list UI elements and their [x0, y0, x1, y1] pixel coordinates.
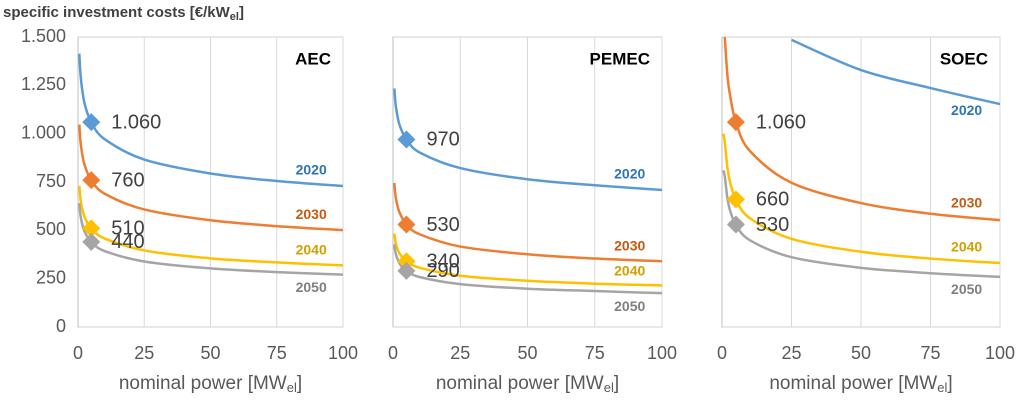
series-line — [78, 185, 343, 267]
x-axis-title-end: ] — [297, 373, 302, 394]
marker — [726, 190, 745, 209]
marker — [397, 130, 416, 149]
series-label: 2050 — [614, 298, 645, 314]
marker-label: 530 — [426, 214, 459, 236]
series-label: 2020 — [296, 161, 327, 177]
x-tick-label: 75 — [920, 343, 940, 363]
series-line — [78, 53, 343, 188]
marker-label: 510 — [111, 218, 144, 240]
marker — [397, 215, 416, 234]
marker — [726, 215, 745, 234]
y-tick-label: 250 — [36, 267, 66, 287]
marker-label: 1.060 — [756, 111, 806, 133]
x-axis-title-text: nominal power [MW — [769, 373, 937, 394]
x-tick-label: 25 — [781, 343, 801, 363]
marker — [397, 252, 416, 271]
series-label: 2050 — [296, 279, 327, 295]
x-tick-label: 0 — [717, 343, 727, 363]
series-line — [393, 88, 662, 192]
title-text: specific investment costs [€/kW — [3, 4, 231, 21]
y-tick-label: 0 — [56, 316, 66, 336]
series-label: 2050 — [951, 281, 982, 297]
series-label: 2020 — [614, 165, 645, 181]
y-tick-label: 750 — [36, 171, 66, 191]
x-axis-title-text: nominal power [MW — [436, 373, 604, 394]
marker — [397, 261, 416, 280]
y-tick-label: 1.000 — [21, 122, 66, 142]
series-line — [722, 133, 1000, 265]
series-line — [723, 37, 1000, 222]
x-tick-label: 100 — [328, 343, 358, 363]
x-tick-label: 50 — [851, 343, 871, 363]
x-tick-label: 75 — [267, 343, 287, 363]
series-line — [78, 124, 343, 232]
series-label: 2040 — [296, 242, 327, 258]
series-label: 2040 — [614, 262, 645, 278]
x-axis-title-sub: el — [937, 380, 947, 395]
title-sub: el — [230, 11, 239, 23]
marker-label: 970 — [426, 129, 459, 151]
marker — [82, 232, 101, 251]
series-line — [393, 233, 662, 287]
x-tick-label: 50 — [200, 343, 220, 363]
x-tick-label: 100 — [985, 343, 1015, 363]
series-group — [722, 37, 1000, 279]
chart-title: specific investment costs [€/kWel] — [3, 4, 244, 23]
x-tick-label: 0 — [73, 343, 83, 363]
panel-title: PEMEC — [590, 49, 650, 68]
y-tick-label: 500 — [36, 219, 66, 239]
marker-label: 340 — [426, 251, 459, 273]
series-label: 2030 — [951, 195, 982, 211]
x-axis-title-end: ] — [947, 373, 952, 394]
x-axis-title: nominal power [MWel] — [436, 373, 619, 395]
marker-label: 290 — [426, 260, 459, 282]
y-tick-label: 1.250 — [21, 74, 66, 94]
title-end: ] — [239, 4, 244, 21]
marker — [82, 171, 101, 190]
marker-label: 760 — [111, 169, 144, 191]
x-tick-label: 25 — [134, 343, 154, 363]
series-label: 2020 — [951, 102, 982, 118]
series-line — [393, 244, 662, 295]
series-group — [78, 53, 343, 276]
x-axis-title-sub: el — [604, 380, 614, 395]
panel-title: SOEC — [940, 49, 988, 68]
marker — [82, 219, 101, 238]
marker-label: 440 — [111, 231, 144, 253]
x-tick-label: 25 — [450, 343, 470, 363]
series-line — [78, 202, 343, 276]
panel-title: AEC — [295, 49, 331, 68]
marker-label: 1.060 — [111, 111, 161, 133]
x-axis-title: nominal power [MWel] — [119, 373, 302, 395]
series-label: 2040 — [951, 239, 982, 255]
series-line — [722, 170, 1000, 279]
x-tick-label: 50 — [517, 343, 537, 363]
x-tick-label: 75 — [585, 343, 605, 363]
series-line — [393, 182, 662, 263]
marker — [726, 113, 745, 132]
x-tick-label: 0 — [388, 343, 398, 363]
x-axis-title-end: ] — [614, 373, 619, 394]
x-axis-title-text: nominal power [MW — [119, 373, 287, 394]
y-tick-label: 1.500 — [21, 26, 66, 46]
series-line — [791, 38, 1000, 106]
marker-label: 660 — [756, 189, 789, 211]
series-group — [393, 88, 662, 295]
x-tick-label: 100 — [647, 343, 677, 363]
series-label: 2030 — [296, 206, 327, 222]
x-axis-title-sub: el — [287, 380, 297, 395]
x-axis-title: nominal power [MWel] — [769, 373, 952, 395]
marker-label: 530 — [756, 214, 789, 236]
marker — [82, 113, 101, 132]
series-label: 2030 — [614, 238, 645, 254]
